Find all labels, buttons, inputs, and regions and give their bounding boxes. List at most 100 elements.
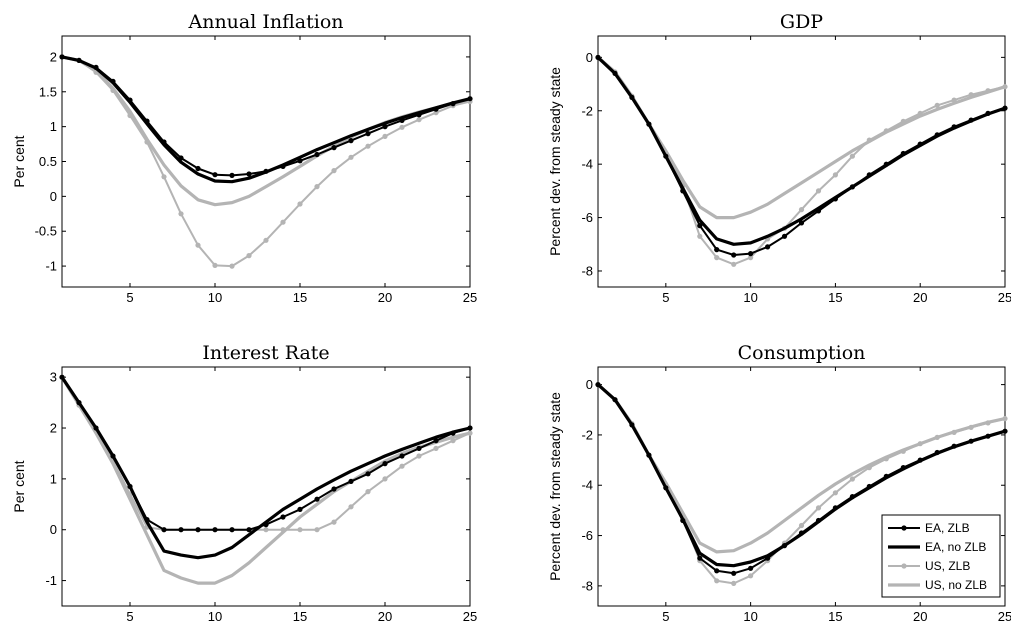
y-tick-label: -8 xyxy=(581,263,593,278)
data-point-us-zlb xyxy=(110,87,116,93)
x-tick-label: 15 xyxy=(293,290,307,305)
series-line-ea-no-zlb xyxy=(61,55,471,184)
y-axis-label: Per cent xyxy=(11,460,27,512)
data-point-ea-zlb xyxy=(646,452,652,458)
data-point-ea-zlb xyxy=(985,433,991,439)
data-point-ea-zlb xyxy=(212,527,218,533)
y-tick-label: -4 xyxy=(581,157,593,172)
data-point-us-zlb xyxy=(951,429,957,435)
data-point-ea-zlb xyxy=(331,145,337,151)
data-point-us-zlb xyxy=(714,255,720,261)
legend: EA, ZLB EA, no ZLB US, ZLB US, no ZLB xyxy=(881,514,1001,598)
data-point-us-zlb xyxy=(866,137,872,143)
data-point-ea-zlb xyxy=(110,78,116,84)
data-point-ea-zlb xyxy=(297,158,303,164)
data-point-ea-zlb xyxy=(629,94,635,100)
data-point-us-zlb xyxy=(731,580,737,587)
data-point-ea-zlb xyxy=(59,54,65,60)
data-point-ea-zlb xyxy=(127,483,133,490)
y-axis-label: Percent dev. from steady state xyxy=(547,67,563,256)
data-point-ea-zlb xyxy=(246,527,252,533)
data-point-ea-zlb xyxy=(450,430,456,436)
x-tick-label: 20 xyxy=(378,290,392,305)
data-point-us-zlb xyxy=(365,143,371,149)
data-point-us-zlb xyxy=(331,519,337,525)
data-point-us-zlb xyxy=(748,255,754,261)
data-point-us-zlb xyxy=(365,489,371,495)
data-point-ea-zlb xyxy=(731,252,737,258)
chart-panel-consumption: Consumption Percent dev. from steady stat… xyxy=(547,342,1011,622)
x-tick-label: 5 xyxy=(662,290,669,305)
x-tick-label: 5 xyxy=(126,609,133,622)
data-point-us-zlb xyxy=(416,117,422,123)
data-point-ea-zlb xyxy=(714,568,720,574)
y-tick-label: 1 xyxy=(50,471,57,486)
series-line-us-zlb xyxy=(597,56,1006,266)
data-point-ea-zlb xyxy=(985,110,991,116)
data-point-us-zlb xyxy=(985,420,991,426)
y-tick-label: 1 xyxy=(50,119,57,134)
data-point-us-zlb xyxy=(314,184,320,190)
data-point-ea-zlb xyxy=(866,172,872,178)
data-point-ea-zlb xyxy=(1002,428,1008,434)
data-point-us-zlb xyxy=(798,207,805,213)
data-point-ea-zlb xyxy=(229,172,235,178)
x-tick-label: 5 xyxy=(126,290,133,305)
data-point-ea-zlb xyxy=(917,457,923,463)
y-tick-label: -1 xyxy=(45,259,57,274)
data-point-ea-zlb xyxy=(433,438,439,444)
series-line-ea-zlb xyxy=(61,376,471,531)
data-point-ea-zlb xyxy=(450,101,456,107)
data-point-ea-zlb xyxy=(161,527,167,533)
data-point-ea-zlb xyxy=(951,124,957,130)
data-point-ea-zlb xyxy=(365,471,371,477)
data-point-us-zlb xyxy=(297,527,303,533)
data-point-us-zlb xyxy=(382,133,388,139)
plot-frame xyxy=(597,366,1006,607)
data-point-ea-zlb xyxy=(365,131,371,137)
data-point-us-zlb xyxy=(263,527,269,533)
chart-panel-interest-rate: Interest Rate Per cent 5 10 15 20 25 -1 0 1 2 3 xyxy=(11,342,477,622)
data-point-ea-zlb xyxy=(314,496,320,502)
data-point-ea-zlb xyxy=(195,527,201,533)
x-tick-label: 10 xyxy=(208,609,222,622)
data-point-ea-zlb xyxy=(731,570,737,576)
data-point-us-zlb xyxy=(849,476,856,482)
y-tick-label: 3 xyxy=(50,370,57,385)
data-point-us-zlb xyxy=(1002,416,1008,422)
data-point-ea-zlb xyxy=(849,494,856,500)
data-point-ea-zlb xyxy=(934,449,940,456)
data-point-ea-zlb xyxy=(680,517,686,524)
data-point-us-zlb xyxy=(382,476,388,482)
data-point-ea-zlb xyxy=(798,530,805,536)
data-point-us-zlb xyxy=(161,174,167,180)
data-point-ea-zlb xyxy=(348,478,354,484)
y-tick-label: -8 xyxy=(581,578,593,593)
data-point-us-zlb xyxy=(798,522,805,529)
data-point-us-zlb xyxy=(348,154,354,160)
data-point-ea-zlb xyxy=(883,161,889,167)
data-point-us-zlb xyxy=(280,527,286,533)
data-point-ea-zlb xyxy=(680,188,686,194)
data-point-us-zlb xyxy=(900,118,906,124)
data-point-ea-zlb xyxy=(212,172,218,178)
data-point-us-zlb xyxy=(212,262,218,268)
data-point-ea-zlb xyxy=(433,106,439,112)
x-tick-label: 20 xyxy=(913,609,927,622)
data-point-ea-zlb xyxy=(781,233,788,239)
data-point-ea-zlb xyxy=(127,97,133,103)
data-point-ea-zlb xyxy=(93,64,99,70)
data-point-ea-zlb xyxy=(263,168,269,174)
series-line-ea-no-zlb xyxy=(596,56,1006,246)
data-point-ea-zlb xyxy=(663,153,669,159)
data-point-ea-zlb xyxy=(195,165,201,172)
data-point-ea-zlb xyxy=(714,247,720,253)
data-point-ea-zlb xyxy=(663,485,669,491)
data-point-us-zlb xyxy=(416,453,422,459)
data-point-us-zlb xyxy=(348,504,354,510)
y-tick-label: 2 xyxy=(50,421,57,436)
data-point-us-zlb xyxy=(1002,84,1008,90)
y-tick-label: -2 xyxy=(581,103,593,118)
data-point-ea-zlb xyxy=(263,522,269,528)
data-point-ea-zlb xyxy=(416,112,422,118)
